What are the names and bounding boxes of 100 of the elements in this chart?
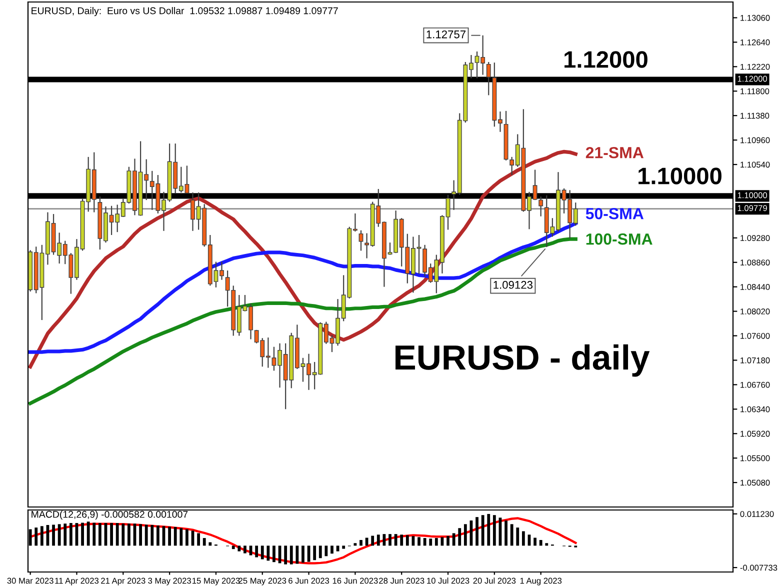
bar	[400, 534, 404, 546]
bar	[110, 523, 113, 546]
bar	[406, 535, 409, 546]
bar	[382, 534, 386, 546]
y-tick-label: 1.05500	[740, 455, 770, 462]
bar	[168, 526, 171, 546]
bar	[290, 546, 293, 564]
bar	[452, 533, 456, 546]
x-tick-label: 20 Jul 2023	[473, 578, 516, 584]
bar	[487, 514, 490, 546]
bar	[260, 546, 264, 560]
x-tick-label: 3 May 2023	[148, 578, 191, 586]
bar	[122, 524, 125, 546]
y-tick-label: 1.05920	[740, 430, 770, 437]
y-tick-label: 1.05080	[740, 480, 770, 486]
annotation: EURUSD - daily	[396, 344, 650, 377]
bar	[81, 522, 84, 546]
bar	[58, 524, 61, 546]
bar	[330, 546, 334, 554]
bar	[40, 526, 44, 546]
bar	[423, 538, 426, 546]
bar	[371, 536, 374, 546]
bar	[156, 526, 160, 546]
bar	[238, 546, 241, 552]
bar	[464, 524, 467, 546]
series-label: 100-SMA	[586, 233, 652, 245]
bar	[272, 546, 276, 562]
bar	[296, 546, 299, 564]
x-tick-label: 21 Apr 2023	[101, 578, 146, 586]
y-tick-label: 1.11800	[740, 88, 770, 94]
bar	[476, 517, 478, 546]
series-label: 21-SMA	[586, 147, 644, 158]
bar	[208, 542, 212, 546]
bar	[434, 538, 438, 546]
bar	[180, 528, 183, 546]
x-tick-label: 1 Aug 2023	[520, 578, 562, 586]
bar	[34, 528, 38, 546]
y-tick-label: 1.08860	[740, 260, 770, 266]
y-tick-label: 1.08440	[740, 284, 770, 290]
bar	[313, 546, 316, 560]
text: 1.12000	[564, 51, 648, 68]
bar	[481, 515, 484, 546]
y-tick-label: 1.06760	[740, 382, 770, 388]
chart-title: EURUSD, Daily: Euro vs US Dollar 1.09532 1.09887 1.09489 1.09777	[32, 7, 338, 16]
bar	[458, 528, 462, 546]
y-tick-label: 1.07600	[740, 332, 770, 339]
bar	[232, 546, 235, 550]
x-tick-label: 30 Mar 2023	[7, 578, 54, 584]
x-tick-label: 6 Jun 2023	[288, 578, 330, 584]
series-label: 50-SMA	[586, 208, 644, 220]
bar	[510, 524, 514, 546]
ref-line-label: 1.12000	[738, 76, 768, 82]
bar	[266, 546, 270, 561]
bar	[174, 526, 177, 546]
bar	[354, 543, 357, 546]
y-tick-label: 0.011230	[740, 511, 774, 517]
x-tick-label: 11 Apr 2023	[55, 578, 99, 586]
bar	[376, 534, 380, 546]
y-tick-label: 1.10960	[740, 137, 770, 144]
bar	[516, 528, 520, 546]
x-tick-label: 28 Jun 2023	[379, 578, 424, 584]
bar	[429, 538, 432, 546]
bar	[116, 523, 119, 546]
bar	[388, 534, 392, 546]
y-tick-label: 1.13060	[740, 14, 770, 21]
bar	[144, 524, 148, 546]
y-tick-label: 1.12220	[740, 64, 770, 70]
bar	[504, 520, 508, 546]
x-tick-label: 10 Jul 2023	[427, 578, 470, 584]
ref-line-label: 1.10000	[738, 192, 768, 198]
bar	[394, 534, 398, 546]
y-tick-label: 1.08020	[740, 308, 770, 314]
y-tick-label: -0.007733	[740, 564, 778, 571]
ref-line-label: 1.09779	[738, 205, 767, 212]
bar	[302, 546, 304, 563]
chart-title: MACD(12,26,9) -0.000582 0.001007	[32, 510, 188, 520]
y-tick-label: 1.07180	[740, 357, 770, 364]
bar	[86, 522, 90, 546]
x-tick-label: 15 May 2023	[192, 578, 240, 586]
bar	[360, 540, 362, 546]
bar	[186, 529, 188, 546]
bar	[197, 533, 200, 546]
bar	[52, 524, 55, 546]
y-tick-label: 1.10540	[740, 162, 770, 168]
bar	[318, 546, 322, 558]
bar	[539, 540, 542, 546]
bar	[336, 546, 340, 552]
x-tick-label: 16 Jun 2023	[332, 578, 378, 584]
bar	[64, 524, 67, 546]
bar	[139, 524, 142, 546]
bar	[418, 537, 420, 546]
bar	[534, 538, 536, 546]
bar	[492, 515, 496, 546]
candlestick	[486, 61, 491, 96]
y-tick-label: 1.12640	[740, 39, 770, 46]
bar	[446, 536, 450, 546]
x-tick-label: 25 May 2023	[238, 578, 286, 586]
bar	[244, 546, 246, 554]
bar	[255, 546, 258, 558]
annotation: 1.09123	[494, 280, 533, 289]
